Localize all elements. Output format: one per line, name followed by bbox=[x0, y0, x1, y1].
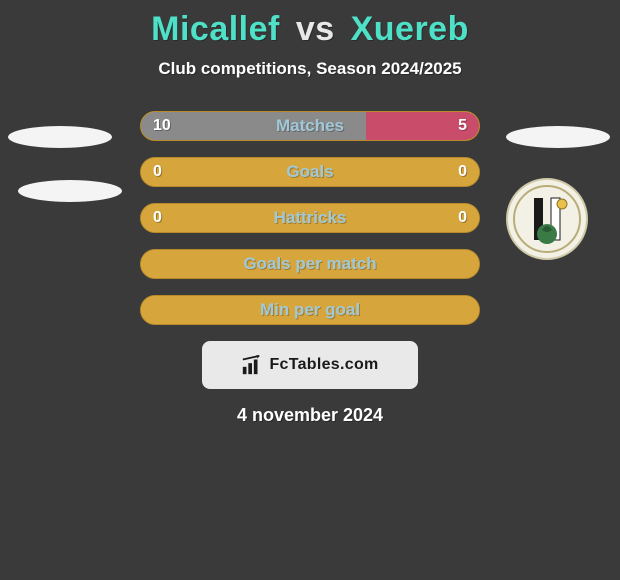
date-text: 4 november 2024 bbox=[0, 405, 620, 426]
stat-value-left: 10 bbox=[153, 117, 171, 135]
comparison-card: Micallef vs Xuereb Club competitions, Se… bbox=[0, 0, 620, 580]
stat-label: Hattricks bbox=[141, 208, 479, 228]
stat-value-right: 0 bbox=[458, 209, 467, 227]
title-player2: Xuereb bbox=[351, 10, 469, 48]
stat-value-right: 5 bbox=[458, 117, 467, 135]
subtitle: Club competitions, Season 2024/2025 bbox=[0, 59, 620, 79]
stat-row: Hattricks0 0 bbox=[140, 203, 480, 233]
player1-badge-ellipse-1 bbox=[8, 126, 112, 148]
player2-club-crest-icon bbox=[506, 178, 588, 260]
title-vs: vs bbox=[290, 10, 341, 48]
stat-row: Matches10 5 bbox=[140, 111, 480, 141]
stat-row: Goals per match bbox=[140, 249, 480, 279]
title-player1: Micallef bbox=[151, 10, 280, 48]
title: Micallef vs Xuereb bbox=[0, 0, 620, 49]
stat-label: Goals per match bbox=[141, 254, 479, 274]
stat-label: Min per goal bbox=[141, 300, 479, 320]
player2-badge-ellipse bbox=[506, 126, 610, 148]
logo-text: FcTables.com bbox=[269, 356, 378, 374]
stat-label: Matches bbox=[141, 116, 479, 136]
stat-value-right: 0 bbox=[458, 163, 467, 181]
stat-row: Goals0 0 bbox=[140, 157, 480, 187]
fctables-logo: FcTables.com bbox=[202, 341, 418, 389]
player1-badge-ellipse-2 bbox=[18, 180, 122, 202]
stat-value-left: 0 bbox=[153, 209, 162, 227]
bar-chart-icon bbox=[241, 354, 263, 376]
stat-value-left: 0 bbox=[153, 163, 162, 181]
stat-row: Min per goal bbox=[140, 295, 480, 325]
stat-label: Goals bbox=[141, 162, 479, 182]
